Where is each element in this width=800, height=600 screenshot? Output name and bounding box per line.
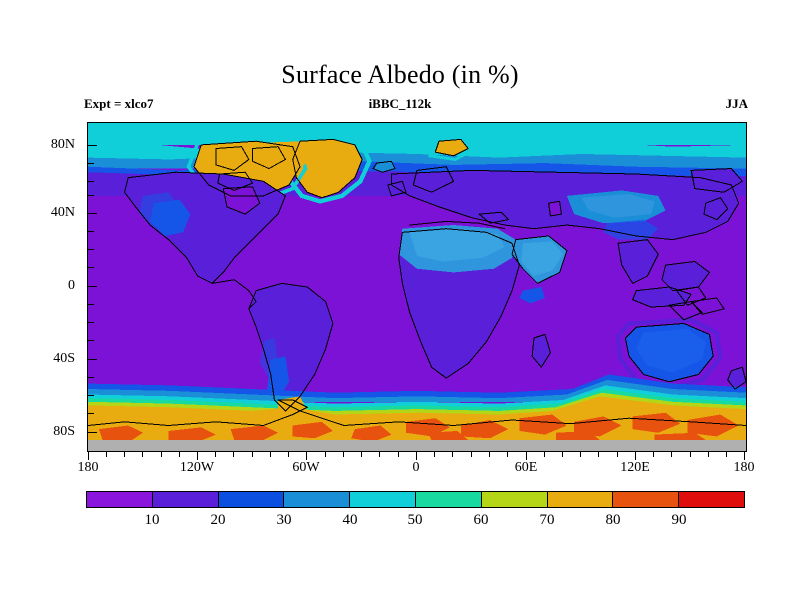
x-tick-120W [197, 451, 198, 460]
colorbar-label-30: 30 [276, 512, 292, 528]
colorbar-gradient [86, 491, 745, 508]
y-axis-label-80S: 80S [53, 424, 75, 439]
x-tick-180E [744, 451, 745, 460]
y-tick-40N [88, 213, 97, 214]
colorbar-label-90: 90 [671, 512, 687, 528]
x-tick-minor [434, 451, 435, 457]
x-axis-label-0: 0 [412, 460, 420, 475]
x-tick-minor [288, 451, 289, 457]
colorbar [86, 491, 745, 508]
y-axis-label-0: 0 [68, 278, 75, 293]
x-tick-minor [233, 451, 234, 457]
x-tick-minor [671, 451, 672, 457]
x-tick-minor [161, 451, 162, 457]
y-tick-minor [88, 181, 94, 182]
colorbar-label-70: 70 [539, 512, 555, 528]
x-tick-minor [124, 451, 125, 457]
y-tick-minor [88, 413, 94, 414]
y-tick-40S [88, 359, 97, 360]
colorbar-label-40: 40 [342, 512, 358, 528]
figure-subtitle: iBBC_112k [368, 96, 432, 111]
x-axis-label-180W: 180 [77, 460, 99, 475]
colorbar-band-20-30 [218, 492, 285, 507]
colorbar-band-50-60 [415, 492, 482, 507]
y-tick-minor [88, 340, 94, 341]
x-tick-minor [562, 451, 563, 457]
colorbar-band-0-10 [87, 492, 153, 507]
y-tick-minor [88, 195, 94, 196]
x-tick-minor [398, 451, 399, 457]
x-tick-180W [88, 451, 89, 460]
x-tick-minor [142, 451, 143, 457]
x-tick-minor [617, 451, 618, 457]
albedo-heatmap [88, 123, 746, 451]
x-axis-label-60E: 60E [514, 460, 538, 475]
y-tick-minor [88, 231, 94, 232]
y-tick-minor [88, 395, 94, 396]
colorbar-label-60: 60 [473, 512, 489, 528]
x-axis-label-120W: 120W [179, 460, 215, 475]
y-tick-minor [88, 304, 94, 305]
y-axis-label-40N: 40N [50, 205, 75, 220]
x-tick-minor [489, 451, 490, 457]
x-axis-label-60W: 60W [292, 460, 320, 475]
x-tick-minor [708, 451, 709, 457]
x-axis-label-180E: 180 [733, 460, 755, 475]
colorbar-label-10: 10 [144, 512, 160, 528]
x-tick-minor [653, 451, 654, 457]
colorbar-band-80-90 [613, 492, 680, 507]
colorbar-band-90-100 [679, 492, 744, 507]
x-tick-minor [544, 451, 545, 457]
map-plot-area [87, 122, 747, 452]
x-tick-minor [507, 451, 508, 457]
season-label: JJA [725, 96, 748, 111]
x-tick-minor [215, 451, 216, 457]
x-tick-60W [306, 451, 307, 460]
colorbar-band-10-20 [152, 492, 219, 507]
x-tick-minor [106, 451, 107, 457]
page-title: Surface Albedo (in %) [281, 60, 519, 89]
experiment-label: Expt = xlco7 [84, 96, 154, 111]
x-tick-minor [580, 451, 581, 457]
x-tick-60E [526, 451, 527, 460]
colorbar-label-20: 20 [210, 512, 226, 528]
x-tick-minor [252, 451, 253, 457]
y-tick-minor [88, 377, 94, 378]
y-tick-minor [88, 249, 94, 250]
x-tick-minor [325, 451, 326, 457]
y-tick-minor [88, 322, 94, 323]
x-tick-minor [179, 451, 180, 457]
x-tick-minor [598, 451, 599, 457]
y-axis-label-40S: 40S [53, 351, 75, 366]
colorbar-label-50: 50 [407, 512, 423, 528]
x-tick-0 [416, 451, 417, 460]
x-tick-minor [726, 451, 727, 457]
y-tick-minor [88, 267, 94, 268]
y-tick-80S [88, 432, 97, 433]
colorbar-label-80: 80 [605, 512, 621, 528]
x-tick-minor [361, 451, 362, 457]
x-tick-minor [379, 451, 380, 457]
colorbar-band-30-40 [284, 492, 351, 507]
x-tick-minor [690, 451, 691, 457]
x-tick-minor [471, 451, 472, 457]
y-tick-80N [88, 145, 97, 146]
x-tick-minor [270, 451, 271, 457]
y-tick-0 [88, 286, 97, 287]
colorbar-band-70-80 [547, 492, 614, 507]
y-tick-minor [88, 163, 94, 164]
x-tick-minor [343, 451, 344, 457]
y-axis-label-80N: 80N [50, 137, 75, 152]
colorbar-band-60-70 [481, 492, 548, 507]
x-tick-120E [635, 451, 636, 460]
x-tick-minor [452, 451, 453, 457]
colorbar-band-40-50 [350, 492, 416, 507]
x-axis-label-120E: 120E [620, 460, 650, 475]
